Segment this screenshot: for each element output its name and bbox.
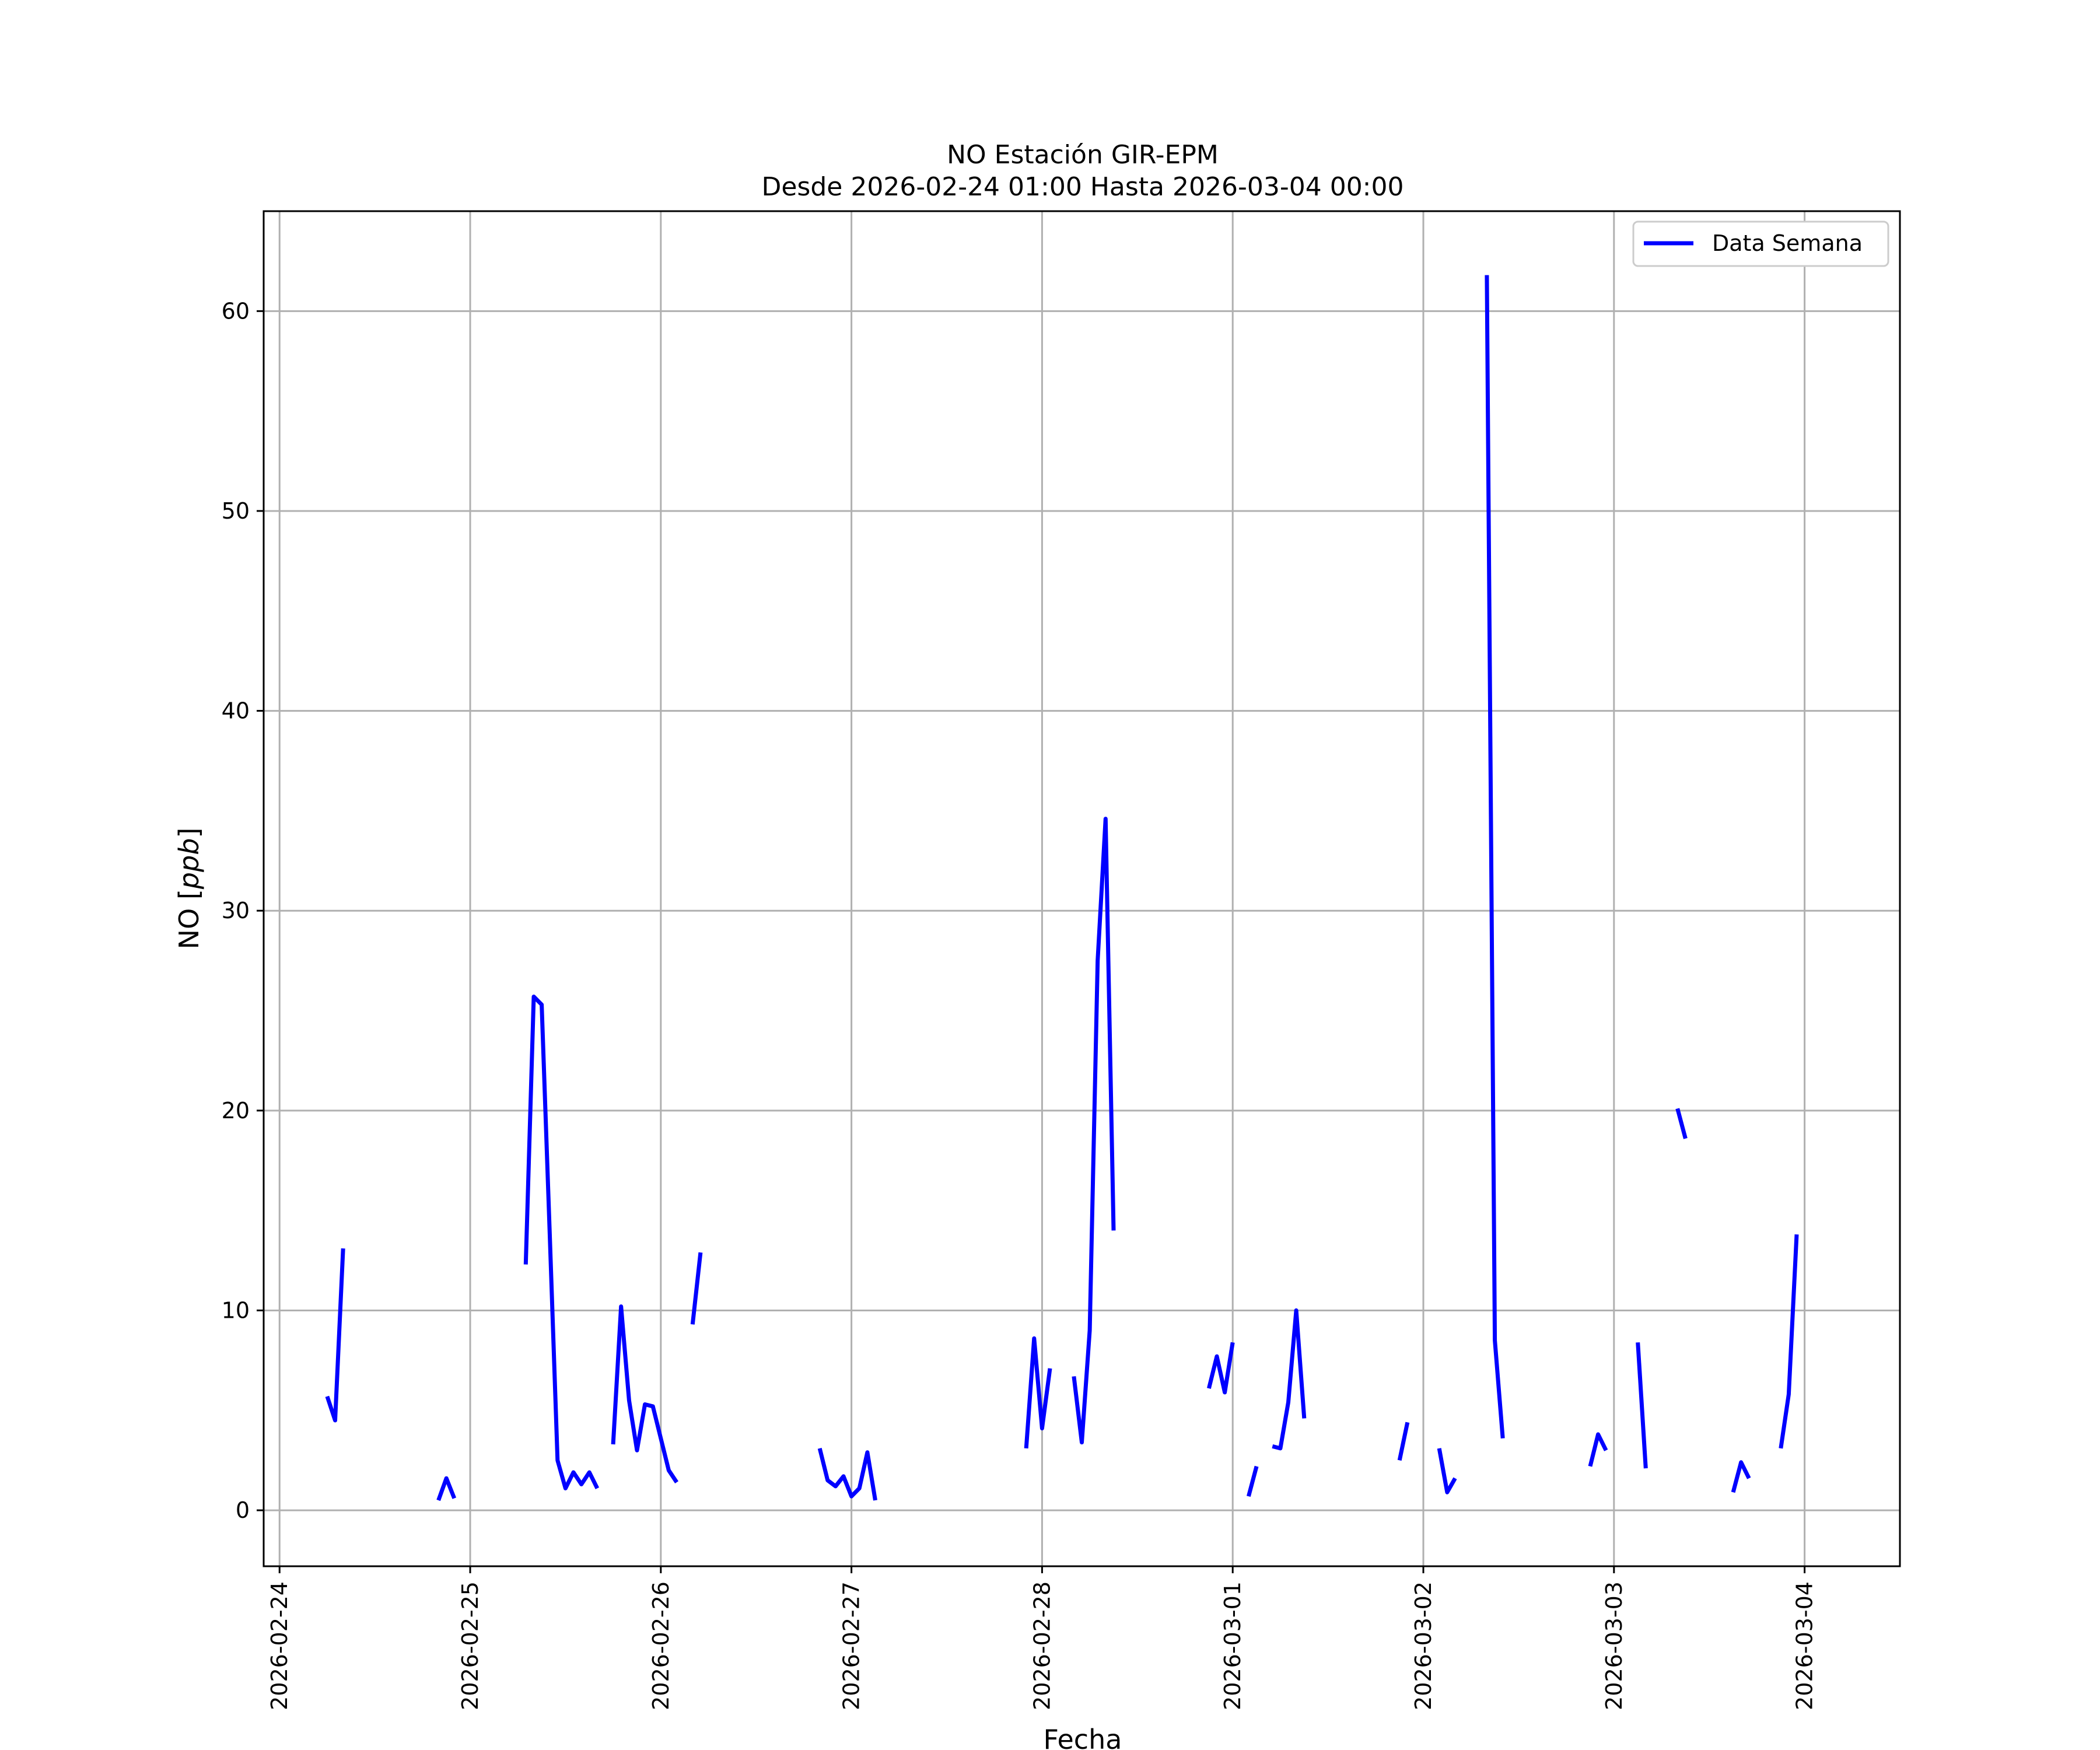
x-tick-label: 2026-02-26 (648, 1581, 674, 1710)
series-line-segment (325, 1248, 345, 1423)
legend-box (1632, 220, 1889, 267)
series-line-segment (1675, 1108, 1688, 1139)
series-line-segment (1779, 1234, 1799, 1449)
series-line-segment (1072, 817, 1116, 1445)
plot-frame (262, 210, 1901, 1567)
x-tick-label: 2026-03-01 (1220, 1581, 1245, 1710)
series-data-semana (325, 275, 1799, 1502)
x-tick-label: 2026-03-03 (1601, 1581, 1627, 1710)
series-line-segment (817, 1448, 877, 1501)
legend-label: Data Semana (1712, 230, 1863, 256)
series-line-segment (1024, 1336, 1052, 1449)
x-tick-label: 2026-02-28 (1029, 1581, 1055, 1710)
series-line-segment (1272, 1308, 1307, 1451)
series-line-segment (1207, 1342, 1235, 1395)
series-line-segment (436, 1476, 457, 1502)
y-tick-label: 40 (222, 698, 250, 724)
series-line-segment (1437, 1448, 1457, 1494)
series-line-segment (1397, 1422, 1410, 1461)
series-line-segment (690, 1252, 703, 1325)
x-axis: 2026-02-24 2026-02-25 2026-02-26 2026-02-27… (267, 1566, 1818, 1710)
y-tick-label: 30 (222, 898, 250, 923)
x-tick-label: 2026-02-25 (457, 1581, 483, 1710)
grid (264, 211, 1900, 1566)
series-line-segment (1636, 1342, 1648, 1469)
y-tick-label: 20 (222, 1098, 250, 1124)
y-tick-label: 10 (222, 1297, 250, 1323)
series-line-segment (1588, 1432, 1608, 1467)
x-tick-label: 2026-03-04 (1792, 1581, 1818, 1710)
chart-title: NO Estación GIR-EPM (947, 140, 1219, 170)
chart-subtitle: Desde 2026-02-24 01:00 Hasta 2026-03-04 … (761, 172, 1404, 202)
y-tick-label: 0 (236, 1497, 250, 1523)
x-axis-label: Fecha (1044, 1724, 1122, 1750)
y-axis: 0 10 20 30 40 50 60 (222, 298, 264, 1523)
y-tick-label: 50 (222, 498, 250, 524)
series-line-segment (523, 995, 600, 1490)
x-tick-label: 2026-02-27 (839, 1581, 864, 1710)
x-tick-label: 2026-03-02 (1410, 1581, 1436, 1710)
series-line-segment (1485, 275, 1505, 1438)
x-tick-label: 2026-02-24 (267, 1581, 292, 1710)
legend: Data Semana (1632, 220, 1889, 267)
series-line-segment (1731, 1460, 1751, 1493)
y-tick-label: 60 (222, 298, 250, 324)
y-axis-label: NO [ppb] (173, 828, 205, 950)
series-line-segment (611, 1304, 679, 1484)
series-line-segment (1247, 1465, 1259, 1497)
